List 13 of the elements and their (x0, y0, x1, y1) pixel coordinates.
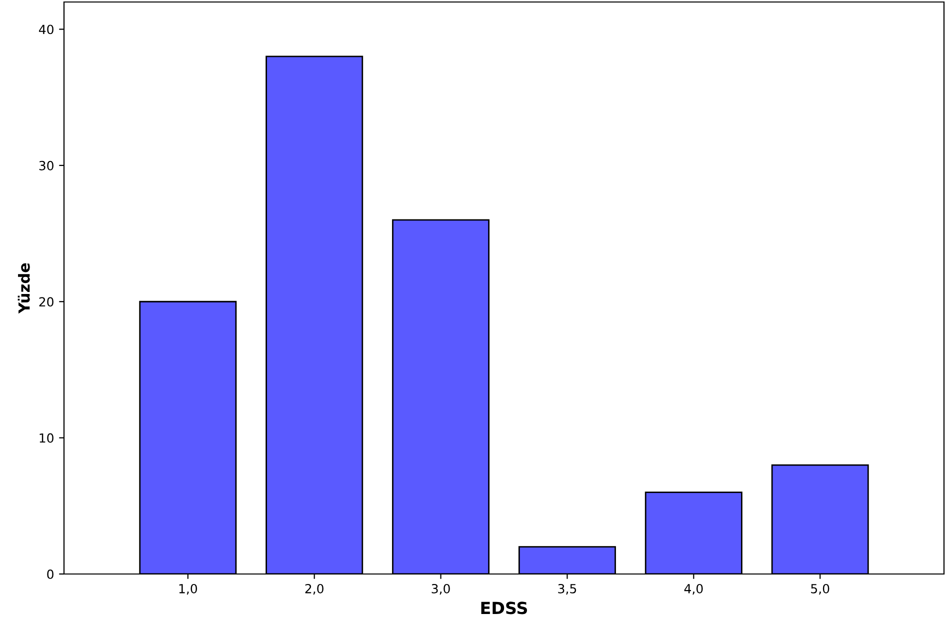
x-tick-label: 1,0 (179, 584, 198, 595)
y-axis-title: Yüzde (18, 263, 30, 314)
x-tick-label: 2,0 (305, 584, 324, 595)
y-tick-label: 30 (39, 160, 54, 170)
x-tick-label: 3,0 (432, 584, 450, 595)
y-tick-label: 0 (47, 569, 54, 579)
y-tick-label: 10 (40, 433, 54, 443)
x-tick-label: 5,0 (811, 584, 830, 595)
x-tick-label: 3,5 (558, 584, 576, 595)
y-tick-label: 20 (39, 297, 54, 307)
x-tick-label: 4,0 (684, 584, 703, 595)
x-axis-title: EDSS (481, 602, 528, 614)
y-tick-label: 40 (38, 24, 54, 34)
